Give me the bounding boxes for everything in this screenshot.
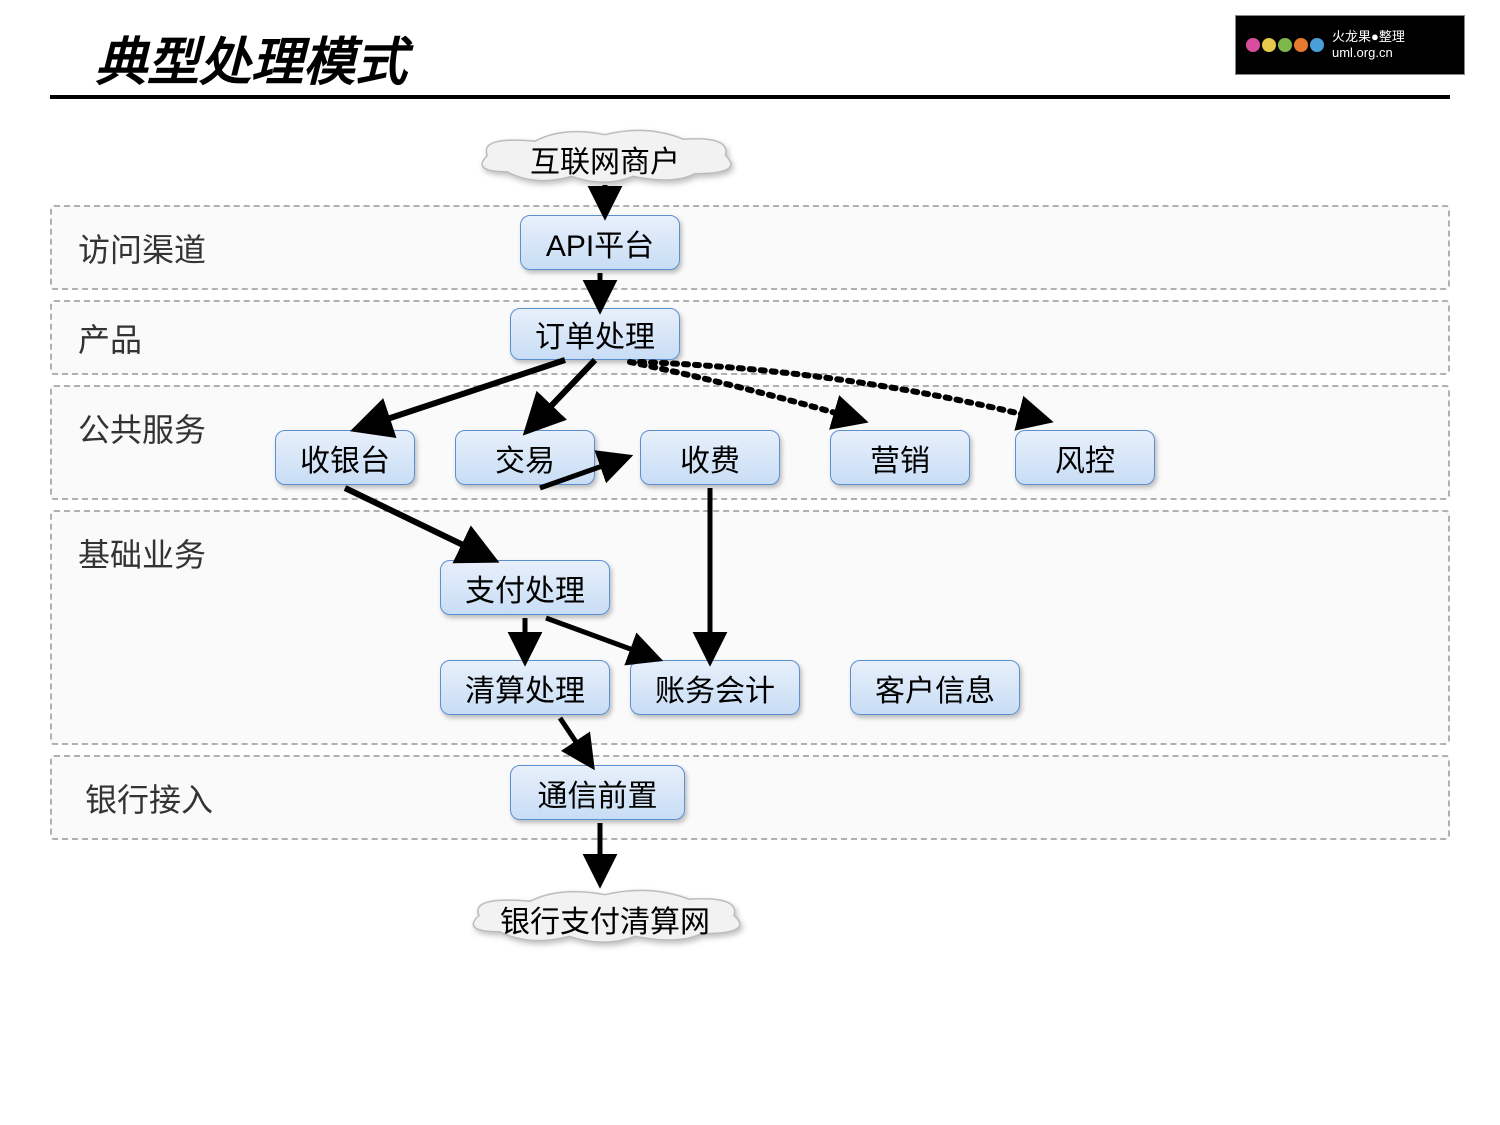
page-title: 典型处理模式 <box>95 20 407 95</box>
node-account: 账务会计 <box>630 660 800 715</box>
logo-badge: 火龙果●整理 uml.org.cn <box>1235 15 1465 75</box>
layer-label: 访问渠道 <box>78 225 206 271</box>
cloud-label: 互联网商户 <box>465 137 745 181</box>
layer-label: 产品 <box>78 315 142 361</box>
node-cashier: 收银台 <box>275 430 415 485</box>
logo-text: 火龙果●整理 uml.org.cn <box>1332 29 1405 60</box>
node-api: API平台 <box>520 215 680 270</box>
title-underline <box>50 95 1450 99</box>
layer-label: 基础业务 <box>78 530 206 576</box>
layer-label: 银行接入 <box>85 775 213 821</box>
node-order: 订单处理 <box>510 308 680 360</box>
node-pay: 支付处理 <box>440 560 610 615</box>
node-clear: 清算处理 <box>440 660 610 715</box>
layer-box <box>50 300 1450 375</box>
layer-box <box>50 755 1450 840</box>
node-customer: 客户信息 <box>850 660 1020 715</box>
node-fee: 收费 <box>640 430 780 485</box>
layer-label: 公共服务 <box>78 405 206 451</box>
logo-circles-icon <box>1246 38 1324 52</box>
node-market: 营销 <box>830 430 970 485</box>
layer-box <box>50 205 1450 290</box>
node-risk: 风控 <box>1015 430 1155 485</box>
node-comm: 通信前置 <box>510 765 685 820</box>
node-trade: 交易 <box>455 430 595 485</box>
cloud-label: 银行支付清算网 <box>455 897 755 941</box>
